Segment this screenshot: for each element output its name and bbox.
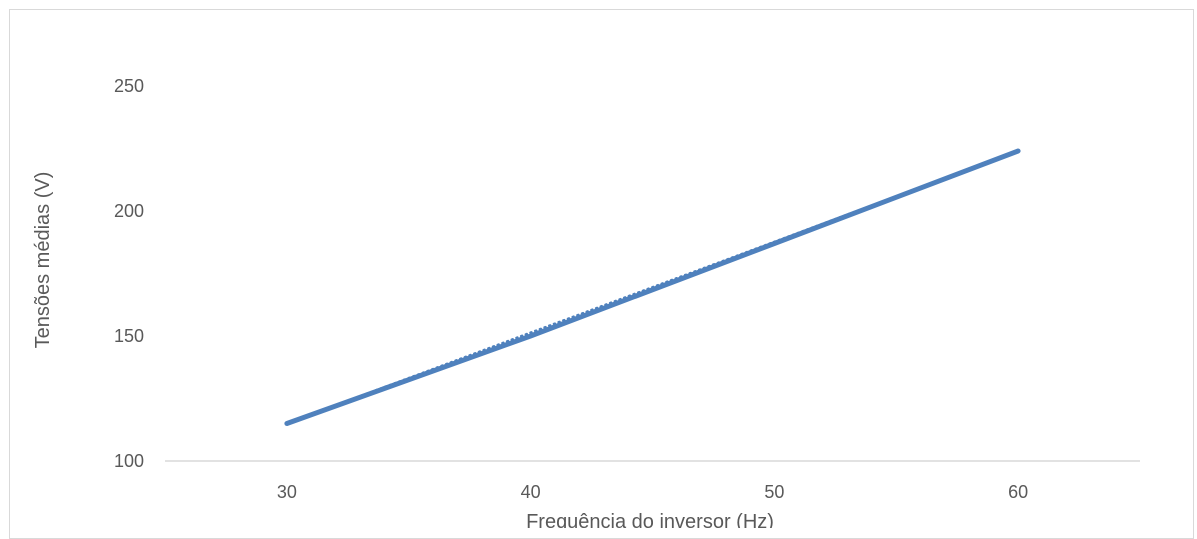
x-tick-label: 60 [1008,482,1028,502]
x-tick-label: 30 [277,482,297,502]
x-tick-label: 50 [764,482,784,502]
y-tick-label: 200 [114,201,144,221]
y-tick-label: 150 [114,326,144,346]
y-tick-label: 250 [114,76,144,96]
x-axis-title: Frequência do inversor (Hz) [526,511,774,528]
y-tick-labels: 100 150 200 250 [114,76,144,471]
series-layer [284,148,1021,426]
x-tick-labels: 30 40 50 60 [277,482,1028,502]
y-tick-label: 100 [114,451,144,471]
series-line [284,148,1021,426]
y-axis-title: Tensões médias (V) [32,172,54,349]
line-chart: 100 150 200 250 30 40 50 60 Tensões médias (V)… [32,76,1140,528]
x-tick-label: 40 [521,482,541,502]
